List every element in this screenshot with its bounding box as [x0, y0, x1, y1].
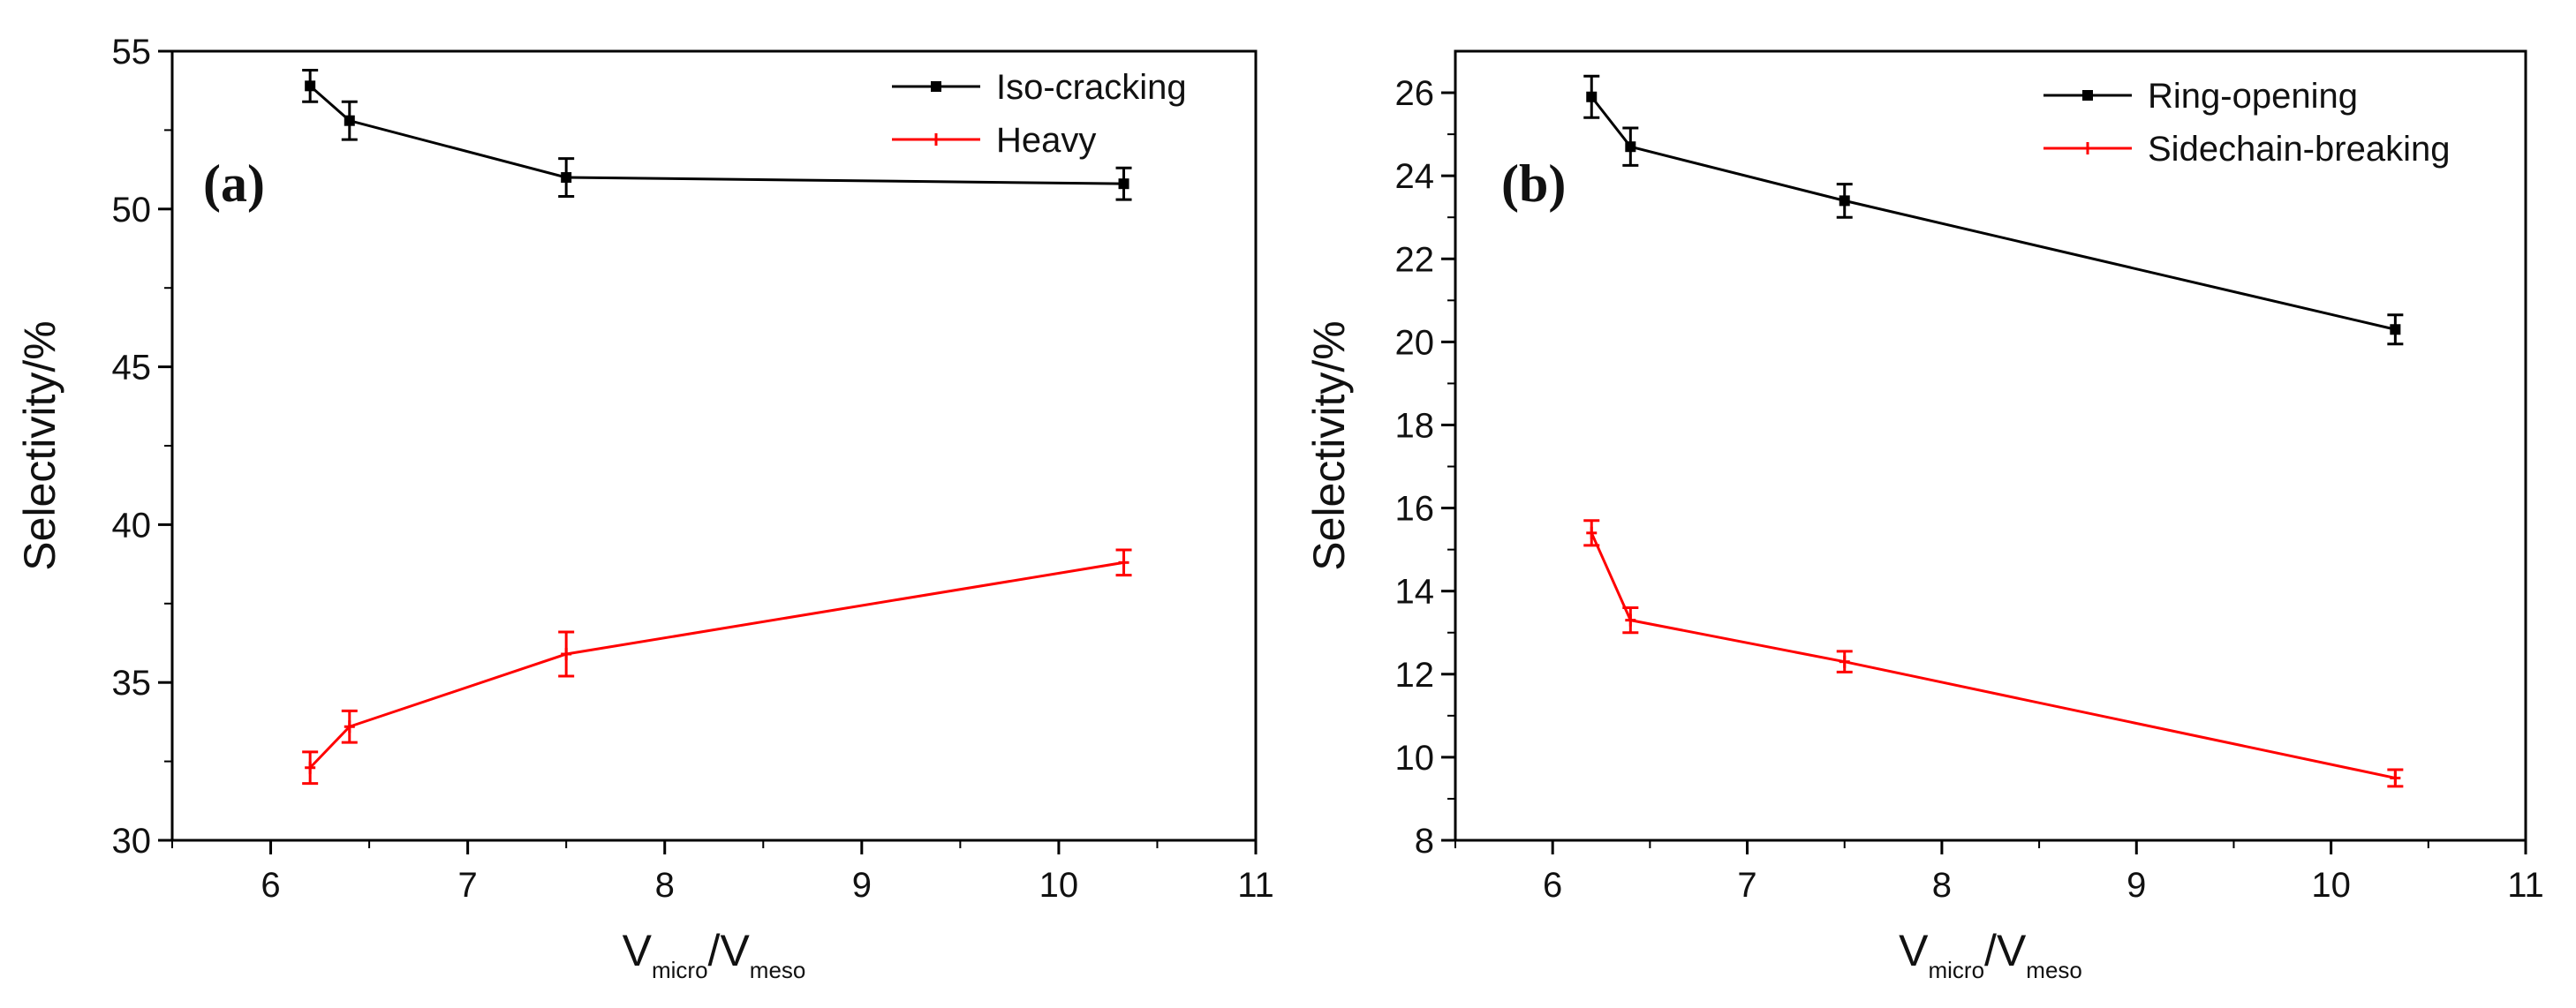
x-tick-label: 10 [2311, 866, 2351, 905]
y-tick-label: 20 [1395, 323, 1435, 362]
y-tick-label: 50 [112, 191, 152, 229]
x-axis-title-subscript: meso [750, 957, 806, 983]
legend-label: Ring-opening [2148, 77, 2358, 116]
panel-b-wrapper: 6 7 8 9 10 11 8 10 12 14 16 18 20 22 24 26 Selectivity/%… [1289, 0, 2576, 1004]
panel-a-chart: 6 7 8 9 10 11 30 35 40 45 50 55 Selectivity/% Vmicro/… [15, 33, 1274, 983]
legend-entry: Iso-cracking [892, 68, 1187, 107]
x-tick-label: 11 [1237, 866, 1274, 905]
x-tick-label: 7 [458, 866, 478, 905]
y-tick-label: 26 [1395, 74, 1435, 113]
y-tick-label: 10 [1395, 739, 1435, 778]
y-tick-label: 16 [1395, 490, 1435, 529]
legend-marker [2082, 90, 2093, 101]
x-axis-title-part: V [1899, 926, 1929, 975]
plot-frame [170, 49, 1258, 842]
y-tick-label: 8 [1415, 822, 1434, 861]
plot-frame [1454, 49, 2527, 842]
x-axis-title: Vmicro/Vmeso [623, 926, 806, 983]
legend-marker [931, 81, 941, 92]
y-axis-title: Selectivity/% [15, 320, 64, 570]
legend-entry: Ring-opening [2043, 77, 2358, 116]
x-axis-title-subscript: meso [2026, 957, 2082, 983]
panel-tag: (a) [203, 154, 265, 213]
x-tick-label: 8 [1932, 866, 1952, 905]
panel-tag: (b) [1501, 154, 1566, 213]
x-axis-title-part: /V [1984, 926, 2027, 975]
x-tick-label: 9 [852, 866, 872, 905]
y-tick-label: 18 [1395, 406, 1435, 445]
series-ring-opening [1583, 74, 2404, 346]
data-point [1839, 195, 1850, 207]
data-point [305, 80, 316, 92]
y-tick-label: 45 [112, 349, 152, 387]
panel-a-wrapper: 6 7 8 9 10 11 30 35 40 45 50 55 Selectivity/% Vmicro/… [0, 0, 1289, 1004]
legend-label: Iso-cracking [996, 68, 1187, 107]
y-tick-label: 24 [1395, 157, 1435, 196]
series-line [1590, 95, 2396, 331]
y-tick-label: 14 [1395, 573, 1435, 612]
x-axis-title-part: V [623, 926, 653, 975]
series-iso-cracking [302, 68, 1132, 201]
series-line [309, 560, 1124, 769]
panel-b-chart: 6 7 8 9 10 11 8 10 12 14 16 18 20 22 24 26 Selectivity/%… [1304, 49, 2544, 983]
y-tick-label: 35 [112, 664, 152, 703]
legend-entry: Sidechain-breaking [2043, 130, 2450, 169]
data-point [1586, 91, 1598, 102]
x-axis-title-subscript: micro [1928, 957, 1984, 983]
x-tick-label: 6 [261, 866, 280, 905]
y-tick-label: 30 [112, 822, 152, 861]
x-tick-label: 11 [2507, 866, 2544, 905]
data-point [2390, 324, 2401, 335]
x-tick-label: 10 [1039, 866, 1079, 905]
series-sidechain-breaking [1583, 519, 2404, 788]
x-tick-label: 7 [1737, 866, 1756, 905]
x-tick-label: 6 [1543, 866, 1562, 905]
x-axis-title-part: /V [708, 926, 751, 975]
data-point [1118, 178, 1129, 190]
x-tick-label: 8 [655, 866, 675, 905]
y-tick-label: 40 [112, 506, 152, 545]
data-point [344, 115, 355, 126]
y-tick-label: 12 [1395, 656, 1435, 695]
series-heavy [302, 548, 1132, 786]
y-axis-title: Selectivity/% [1304, 320, 1354, 570]
x-tick-label: 9 [2127, 866, 2146, 905]
series-line [309, 85, 1124, 185]
series-line [1590, 532, 2396, 779]
y-tick-label: 22 [1395, 240, 1435, 279]
data-point [1625, 141, 1636, 153]
x-axis-title-subscript: micro [652, 957, 708, 983]
legend-label: Heavy [996, 121, 1096, 160]
legend-entry: Heavy [892, 121, 1096, 160]
x-axis-title: Vmicro/Vmeso [1899, 926, 2082, 983]
y-tick-label: 55 [112, 33, 152, 71]
data-point [561, 172, 572, 184]
legend-label: Sidechain-breaking [2148, 130, 2450, 169]
